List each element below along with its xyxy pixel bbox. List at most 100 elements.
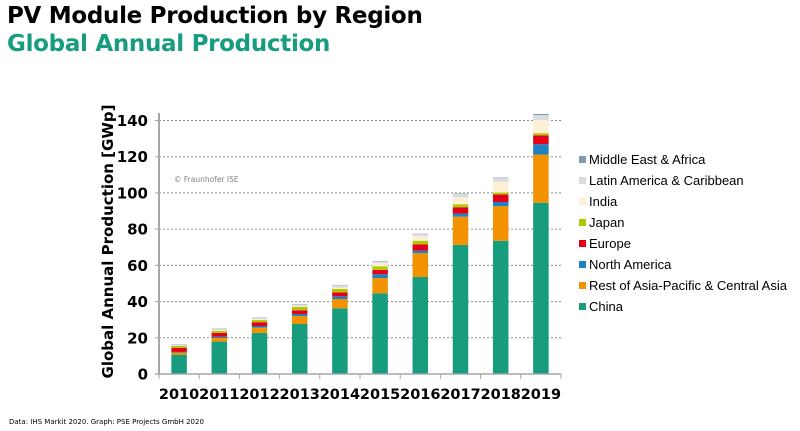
bar-segment-europe-2011 [211, 332, 228, 337]
bar-segment-europe-2012 [251, 322, 268, 327]
y-tick-label: 80 [127, 221, 148, 239]
bar-segment-japan-2016 [412, 240, 429, 245]
bar-segment-china-2018 [492, 240, 509, 374]
bar-segment-rest-of-asia-pacific-central-asia-2010 [171, 352, 187, 355]
bar-segment-china-2014 [332, 308, 348, 374]
x-tick-label: 2012 [239, 387, 279, 403]
bar-segment-china-2012 [251, 332, 268, 374]
bar-segment-north-america-2012 [251, 326, 268, 328]
bar-segment-india-2011 [211, 330, 228, 331]
bar-segment-rest-of-asia-pacific-central-asia-2011 [211, 337, 228, 342]
bar-segment-rest-of-asia-pacific-central-asia-2019 [533, 154, 549, 203]
y-axis-label: Global Annual Production [GWp] [99, 105, 117, 379]
x-tick-labels: 2010 2011 2012 2013 2014 2015 2016 2017 2018 2019 [159, 387, 561, 403]
bar-segment-japan-2014 [332, 288, 348, 293]
source-note: Data: IHS Markit 2020. Graph: PSE Projec… [9, 418, 204, 426]
bar-segment-latin-america-caribbean-2014 [332, 285, 348, 288]
page-subtitle: Global Annual Production [7, 31, 331, 57]
bar-segment-india-2018 [492, 181, 509, 193]
legend-label: Rest of Asia-Pacific & Central Asia [589, 278, 787, 293]
x-tick-label: 2017 [440, 387, 480, 403]
legend-label: Middle East & Africa [589, 152, 706, 167]
legend-label: Latin America & Caribbean [589, 173, 744, 188]
y-tick-label: 40 [127, 293, 148, 311]
bar-segment-europe-2015 [372, 269, 388, 275]
legend-label: China [589, 299, 623, 314]
bar-segment-latin-america-caribbean-2010 [171, 344, 187, 346]
bar-segment-rest-of-asia-pacific-central-asia-2015 [372, 278, 388, 294]
bar-segment-rest-of-asia-pacific-central-asia-2014 [332, 299, 348, 309]
legend-item: Rest of Asia-Pacific & Central Asia [579, 275, 787, 296]
legend-swatch [579, 261, 586, 268]
bar-segment-latin-america-caribbean-2011 [211, 328, 228, 331]
bar-segment-latin-america-caribbean-2016 [412, 234, 429, 237]
bar-segment-europe-2018 [492, 194, 509, 202]
x-tick-label: 2019 [521, 387, 561, 403]
bar-segment-rest-of-asia-pacific-central-asia-2016 [412, 253, 429, 277]
bar-segment-north-america-2019 [533, 144, 549, 155]
bar-segment-india-2015 [372, 263, 388, 267]
x-tick-label: 2011 [199, 387, 239, 403]
bar-segment-india-2012 [251, 319, 268, 321]
bar-segment-india-2013 [291, 306, 308, 308]
bar-segment-north-america-2017 [452, 213, 469, 217]
legend-item: Japan [579, 212, 787, 233]
bar-segment-japan-2015 [372, 266, 388, 270]
bar-segment-europe-2010 [171, 347, 187, 352]
bar-segment-north-america-2016 [412, 250, 429, 254]
bar-segment-india-2019 [533, 119, 549, 134]
bar-segment-europe-2016 [412, 244, 429, 251]
bar-segment-rest-of-asia-pacific-central-asia-2012 [251, 327, 268, 333]
legend-swatch [579, 156, 586, 163]
bar-segment-china-2010 [171, 354, 187, 374]
y-tick-label: 100 [117, 184, 148, 202]
x-tick-label: 2014 [320, 387, 360, 403]
bar-segment-middle-east-africa-2019 [533, 113, 549, 116]
bars [171, 113, 549, 374]
y-tick-label: 120 [117, 148, 148, 166]
bar-segment-china-2016 [412, 276, 429, 374]
bar-segment-europe-2014 [332, 292, 348, 297]
bar-segment-latin-america-caribbean-2013 [291, 304, 308, 307]
bar-segment-china-2017 [452, 244, 469, 374]
x-tick-label: 2015 [360, 387, 400, 403]
legend-label: India [589, 194, 618, 209]
legend-swatch [579, 219, 586, 226]
copyright-annotation: © Fraunhofer ISE [174, 175, 239, 184]
bar-segment-china-2019 [533, 202, 549, 374]
chart-legend: Middle East & Africa Latin America & Cari… [579, 149, 787, 317]
bar-segment-europe-2013 [291, 310, 308, 315]
bar-segment-india-2014 [332, 287, 348, 289]
bar-segment-japan-2010 [171, 345, 187, 348]
bar-segment-north-america-2015 [372, 274, 388, 279]
bar-segment-rest-of-asia-pacific-central-asia-2017 [452, 216, 469, 245]
legend-label: Europe [589, 236, 631, 251]
bar-segment-japan-2012 [251, 320, 268, 323]
bar-segment-middle-east-africa-2018 [492, 177, 509, 179]
bar-segment-japan-2019 [533, 133, 549, 136]
bar-segment-india-2016 [412, 236, 429, 241]
y-tick-label: 20 [127, 329, 148, 347]
bar-segment-japan-2011 [211, 330, 228, 333]
legend-item: Middle East & Africa [579, 149, 787, 170]
legend-label: Japan [589, 215, 625, 230]
bar-segment-north-america-2013 [291, 314, 308, 317]
legend-swatch [579, 282, 586, 289]
bar-segment-japan-2018 [492, 192, 509, 195]
y-tick-label: 60 [127, 257, 148, 275]
bar-segment-china-2013 [291, 324, 308, 374]
bar-segment-latin-america-caribbean-2015 [372, 261, 388, 264]
x-tick-label: 2013 [280, 387, 320, 403]
axes [155, 113, 562, 379]
bar-segment-china-2011 [211, 341, 228, 374]
legend-item: Latin America & Caribbean [579, 170, 787, 191]
legend-item: India [579, 191, 787, 212]
legend-swatch [579, 240, 586, 247]
bar-segment-north-america-2010 [171, 351, 187, 353]
bar-segment-latin-america-caribbean-2012 [251, 317, 268, 320]
bar-segment-japan-2017 [452, 204, 469, 208]
bar-segment-europe-2017 [452, 207, 469, 214]
bar-segment-north-america-2011 [211, 336, 228, 338]
x-tick-label: 2016 [400, 387, 440, 403]
legend-swatch [579, 303, 586, 310]
